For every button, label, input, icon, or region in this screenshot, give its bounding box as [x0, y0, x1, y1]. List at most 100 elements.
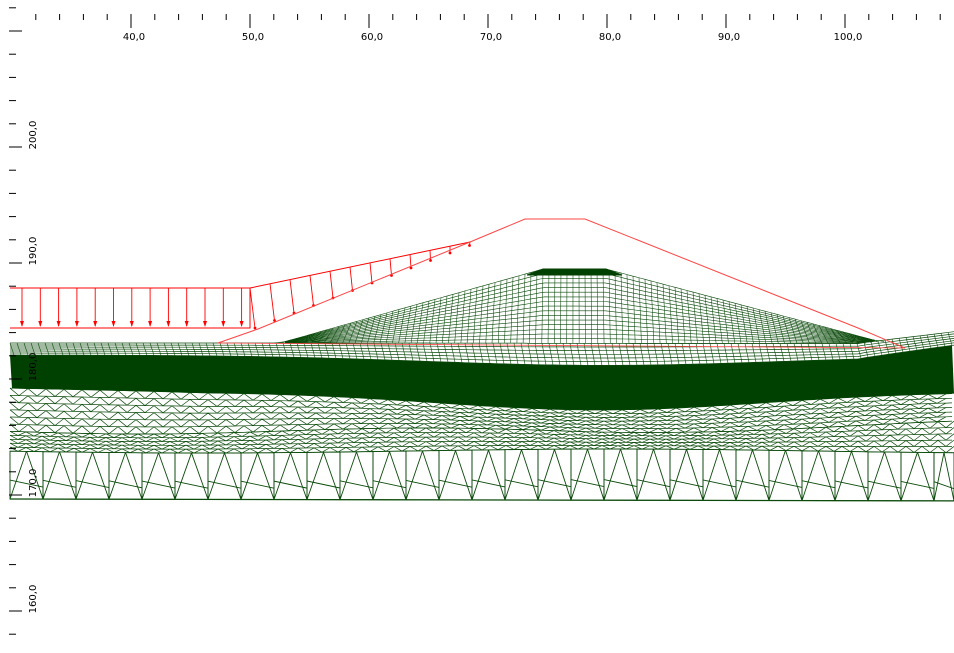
mesh-edge [472, 450, 489, 500]
mesh-row-line [285, 269, 875, 342]
mesh-edge [885, 452, 902, 501]
load-arrow-head [254, 327, 257, 330]
mesh-cell [76, 452, 109, 499]
load-arrow-head [221, 321, 225, 327]
load-arrow [250, 288, 255, 328]
mesh-zigzag [10, 417, 946, 434]
mesh-edge [439, 451, 456, 500]
embankment-crest [527, 269, 622, 275]
embankment-mesh [274, 269, 884, 344]
mesh-edge [406, 451, 423, 500]
mesh-edge [621, 449, 638, 500]
load-arrow [390, 259, 392, 276]
mesh-edge [505, 450, 522, 500]
mesh-edge [76, 452, 93, 499]
mesh-cell [439, 450, 472, 500]
load-arrow-head [148, 321, 152, 327]
mesh-edge [208, 453, 225, 499]
load-arrow-head [130, 321, 134, 327]
mesh-edge [390, 452, 407, 500]
mesh-edge [10, 451, 27, 499]
mesh-edge [753, 450, 770, 501]
mesh-edge [159, 453, 176, 500]
embankment-outline [218, 219, 905, 348]
load-arrow-head [468, 244, 471, 247]
mesh-edge [373, 452, 390, 500]
load-arrow [330, 271, 333, 298]
mesh-cell [670, 449, 703, 500]
mesh-row-line [10, 446, 952, 450]
load-outline [250, 242, 470, 288]
mesh-cell [307, 452, 340, 500]
mesh-edge [274, 453, 291, 500]
load-outline [10, 288, 250, 328]
mesh-cell [538, 449, 571, 500]
mesh-edge [868, 452, 885, 501]
load-arrow-head [75, 321, 79, 327]
mesh-edge [126, 452, 143, 499]
mesh-edge [522, 450, 539, 500]
load-arrow [370, 263, 372, 283]
mesh-cell [802, 451, 835, 501]
mesh-cell [934, 453, 954, 501]
x-ruler-label: 70,0 [480, 32, 502, 43]
mesh-edge [225, 453, 242, 499]
load-arrow [290, 280, 294, 313]
load-arrow-head [93, 321, 97, 327]
mesh-edge [109, 452, 126, 499]
mesh-cell [340, 452, 373, 500]
y-ruler-label: 170,0 [28, 469, 39, 498]
mesh-edge [654, 449, 671, 500]
deep-layer-mesh [10, 449, 954, 501]
mesh-edge [340, 452, 357, 500]
mesh-edge [538, 449, 555, 500]
load-arrow [430, 250, 431, 260]
y-ruler-label: 190,0 [28, 237, 39, 266]
mesh-edge [687, 449, 704, 500]
load-arrow [350, 267, 353, 291]
mesh-edge [142, 453, 159, 499]
mesh-cell [109, 452, 142, 499]
x-ruler-label: 100,0 [834, 32, 863, 43]
mesh-cell [769, 450, 802, 500]
mesh-edge [670, 449, 687, 500]
mesh-cell [637, 449, 670, 500]
mesh-cell [274, 452, 307, 499]
mesh-edge [835, 451, 852, 500]
mesh-edge [819, 451, 836, 501]
mesh-cell [406, 451, 439, 500]
load-arrow [270, 284, 275, 321]
mesh-edge [703, 449, 720, 500]
mesh-edge [456, 451, 473, 500]
mesh-zigzag [10, 412, 946, 428]
mesh-bottom-boundary [10, 499, 954, 501]
load-arrow-head [112, 321, 116, 327]
mesh-edge [588, 449, 605, 500]
mesh-cell [604, 449, 637, 500]
y-ruler-label: 200,0 [28, 121, 39, 150]
mesh-edge [944, 453, 954, 501]
mesh-edge [175, 453, 192, 499]
load-arrow [310, 275, 314, 305]
mesh-edge [357, 452, 374, 500]
mesh-cell [901, 452, 934, 501]
mesh-cell [703, 449, 736, 500]
mesh-cell [43, 452, 76, 499]
x-ruler-label: 90,0 [718, 32, 740, 43]
mesh-edge [786, 450, 803, 500]
mesh-cell [373, 451, 406, 500]
mesh-cell [736, 450, 769, 501]
mesh-edge [192, 453, 209, 499]
mesh-edge [554, 269, 555, 343]
load-arrow-head [203, 321, 207, 327]
mesh-edge [241, 453, 258, 500]
load-arrow-head [38, 321, 42, 327]
mesh-edge [291, 453, 308, 500]
mesh-edge [560, 269, 561, 343]
mesh-edge [60, 452, 77, 499]
x-ruler-label: 80,0 [599, 32, 621, 43]
mesh-cell [175, 453, 208, 499]
x-ruler-label: 60,0 [361, 32, 383, 43]
